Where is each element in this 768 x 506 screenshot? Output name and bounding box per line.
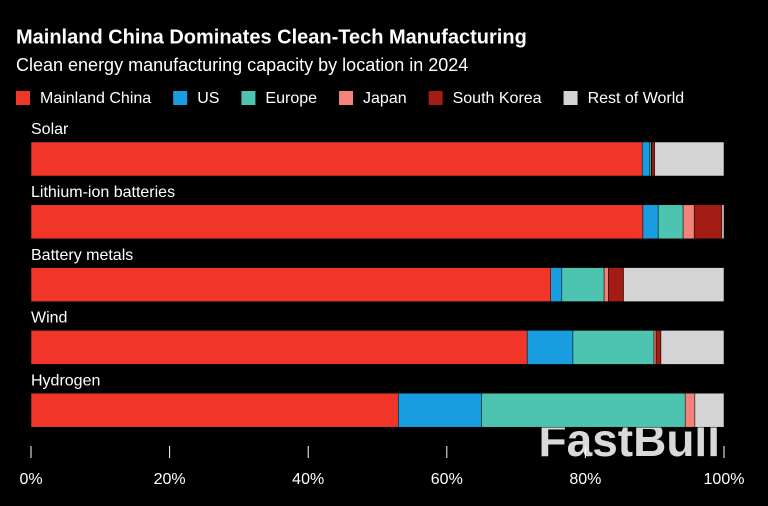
category-label: Lithium-ion batteries xyxy=(31,184,175,201)
bar-segment xyxy=(684,392,696,428)
bar-segment xyxy=(660,330,725,365)
legend-label: South Korea xyxy=(453,90,542,107)
bar-segment xyxy=(642,204,659,240)
legend-label: Japan xyxy=(363,90,407,107)
chart-subtitle: Clean energy manufacturing capacity by l… xyxy=(16,55,468,75)
bar-segment xyxy=(641,141,651,177)
category-label: Hydrogen xyxy=(31,372,100,389)
legend-swatch xyxy=(173,91,188,105)
bar-segment xyxy=(603,267,609,302)
bar-segment xyxy=(481,392,686,428)
bar-segment xyxy=(561,267,605,302)
category-label: Solar xyxy=(31,121,69,138)
bar-segment xyxy=(655,330,662,365)
legend-label: US xyxy=(197,90,219,107)
bar-segment xyxy=(694,392,725,428)
legend-swatch xyxy=(563,91,578,105)
legend-label: Rest of World xyxy=(588,90,685,107)
bar-segment xyxy=(608,267,624,302)
bar-segment xyxy=(653,330,657,365)
category-label: Battery metals xyxy=(31,247,133,264)
legend-label: Mainland China xyxy=(40,90,151,107)
bar-segment xyxy=(654,141,725,177)
bar-segment xyxy=(651,141,655,177)
bar-segment xyxy=(30,204,644,240)
x-tick-label: 80% xyxy=(569,471,601,488)
legend-swatch xyxy=(241,91,256,105)
bar-segment xyxy=(526,330,574,365)
chart-title: Mainland China Dominates Clean-Tech Manu… xyxy=(16,26,527,48)
bar-segment xyxy=(572,330,655,365)
bar-segment xyxy=(721,204,725,240)
bar-segment xyxy=(623,267,725,302)
bar-segment xyxy=(30,267,551,302)
x-tick-label: 100% xyxy=(704,471,745,488)
bar-segment xyxy=(682,204,695,240)
legend-label: Europe xyxy=(265,90,317,107)
x-tick-label: 60% xyxy=(431,471,463,488)
bar-segment xyxy=(30,141,643,177)
bar-segment xyxy=(398,392,482,428)
bar-segment xyxy=(657,204,684,240)
bar-segment xyxy=(550,267,563,302)
bar-segment xyxy=(693,204,723,240)
x-tick-label: 40% xyxy=(292,471,324,488)
x-tick-label: 20% xyxy=(154,471,186,488)
legend-swatch xyxy=(428,91,443,105)
legend-swatch xyxy=(16,91,30,105)
legend-swatch xyxy=(339,91,354,105)
category-label: Wind xyxy=(31,310,67,327)
bar-segment xyxy=(30,330,528,365)
x-tick-label: 0% xyxy=(19,471,42,488)
bar-segment xyxy=(30,392,399,428)
